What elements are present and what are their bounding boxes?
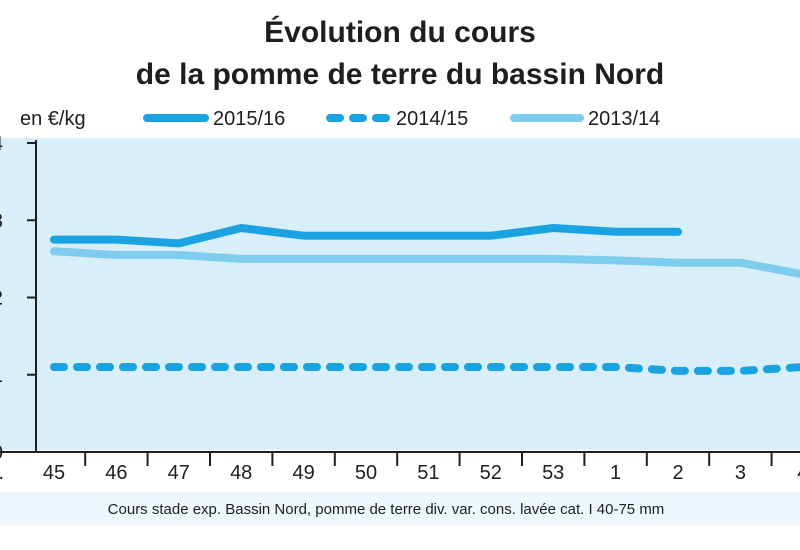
- x-tick-label: 46: [105, 462, 127, 484]
- x-tick-label: 50: [355, 462, 377, 484]
- series-line-2013-14: [50, 247, 800, 278]
- chart-title-line1: Évolution du cours: [264, 15, 536, 49]
- legend-label-2015-16: 2015/16: [213, 108, 285, 130]
- x-tick-label: 2: [672, 462, 683, 484]
- x-axis: m. 45 46 47 48 49 50 51 52 53 1 2 3 4: [0, 451, 800, 484]
- x-axis-prefix: m.: [0, 462, 4, 484]
- x-tick-label: 48: [230, 462, 252, 484]
- legend-label-2014-15: 2014/15: [396, 108, 468, 130]
- x-tick-label: 52: [480, 462, 502, 484]
- x-tick-label: 3: [735, 462, 746, 484]
- legend-label-2013-14: 2013/14: [588, 108, 660, 130]
- legend: 2015/16 2014/15 2013/14: [143, 108, 660, 130]
- unit-label: en €/kg: [20, 108, 86, 130]
- x-tick-label: 49: [292, 462, 314, 484]
- x-tick-label: 45: [43, 462, 65, 484]
- x-tick-label: 51: [417, 462, 439, 484]
- chart-title-line2: de la pomme de terre du bassin Nord: [136, 58, 664, 91]
- series-layer: [50, 224, 800, 375]
- y-tick-label: 2: [0, 288, 3, 310]
- y-tick-label: 4: [0, 133, 3, 155]
- plot-area: [0, 138, 800, 450]
- y-tick-label: 1: [0, 365, 3, 387]
- x-tick-label: 1: [610, 462, 621, 484]
- footnote-band: [0, 492, 800, 525]
- x-tick-label: 53: [542, 462, 564, 484]
- footnote: Cours stade exp. Bassin Nord, pomme de t…: [108, 501, 665, 518]
- x-tick-label: 47: [168, 462, 190, 484]
- y-tick-label: 3: [0, 210, 3, 232]
- series-line-2014-15: [50, 363, 800, 375]
- x-tick-label: 4: [797, 462, 800, 484]
